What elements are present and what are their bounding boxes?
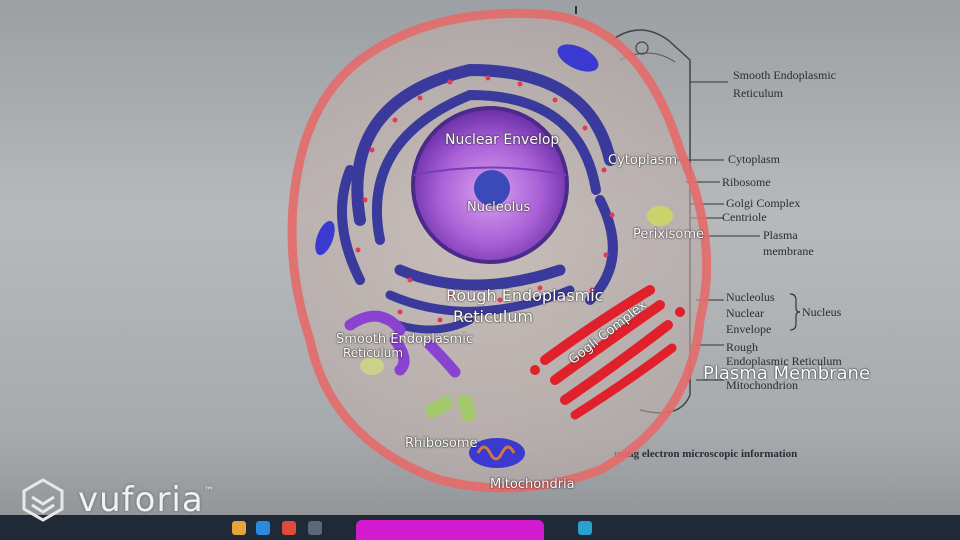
label-rough-er-2: Reticulum [453, 307, 534, 326]
book-label-smooth-er-1: Smooth Endoplasmic [733, 68, 836, 82]
book-label-envelope: Envelope [726, 322, 772, 336]
nucleolus-shape [474, 170, 510, 206]
label-smooth-er-2: Reticulum [343, 346, 404, 360]
mitochondria-shape [469, 438, 525, 468]
book-label-nucleus: Nucleus [802, 305, 842, 319]
vuforia-logo-icon [22, 478, 64, 522]
book-label-centriole: Centriole [722, 210, 767, 224]
label-plasma-membrane: Plasma Membrane [703, 363, 871, 384]
label-nucleolus: Nucleolus [467, 200, 531, 215]
taskbar-app-icon[interactable] [578, 521, 592, 535]
book-label-nucleolus: Nucleolus [726, 290, 775, 304]
book-label-plasma: Plasma [763, 228, 798, 242]
active-task-bar[interactable] [356, 520, 544, 540]
taskbar-app-icon[interactable] [232, 521, 246, 535]
label-smooth-er-1: Smooth Endoplasmic [336, 332, 473, 347]
book-caption: using electron microscopic information [614, 448, 798, 460]
label-peroxisome: Perixisome [633, 227, 705, 242]
label-mitochondria: Mitochondria [490, 477, 575, 492]
book-label-nuclear: Nuclear [726, 306, 764, 320]
vuforia-wordmark: vuforia™ [78, 480, 215, 520]
taskbar-app-icon[interactable] [282, 521, 296, 535]
taskbar-app-icon[interactable] [256, 521, 270, 535]
book-label-membrane: membrane [763, 244, 814, 258]
book-label-golgi: Golgi Complex [726, 196, 801, 210]
label-ribosome: Rhibosome [405, 436, 478, 451]
book-label-cytoplasm: Cytoplasm [728, 152, 781, 166]
book-label-mitochondrion: Mitochondrion [726, 378, 798, 392]
book-label-rough-er: Endoplasmic Reticulum [726, 354, 842, 368]
label-cytoplasm: Cytoplasm [608, 153, 678, 168]
book-label-smooth-er-2: Reticulum [733, 86, 783, 100]
book-label-ribosome: Ribosome [722, 175, 771, 189]
label-rough-er-1: Rough Endoplasmic [446, 286, 604, 305]
book-label-rough: Rough [726, 340, 759, 354]
label-nuclear-envelope: Nuclear Envelop [445, 132, 560, 148]
vuforia-watermark: vuforia™ [20, 474, 215, 526]
taskbar-app-icon[interactable] [308, 521, 322, 535]
